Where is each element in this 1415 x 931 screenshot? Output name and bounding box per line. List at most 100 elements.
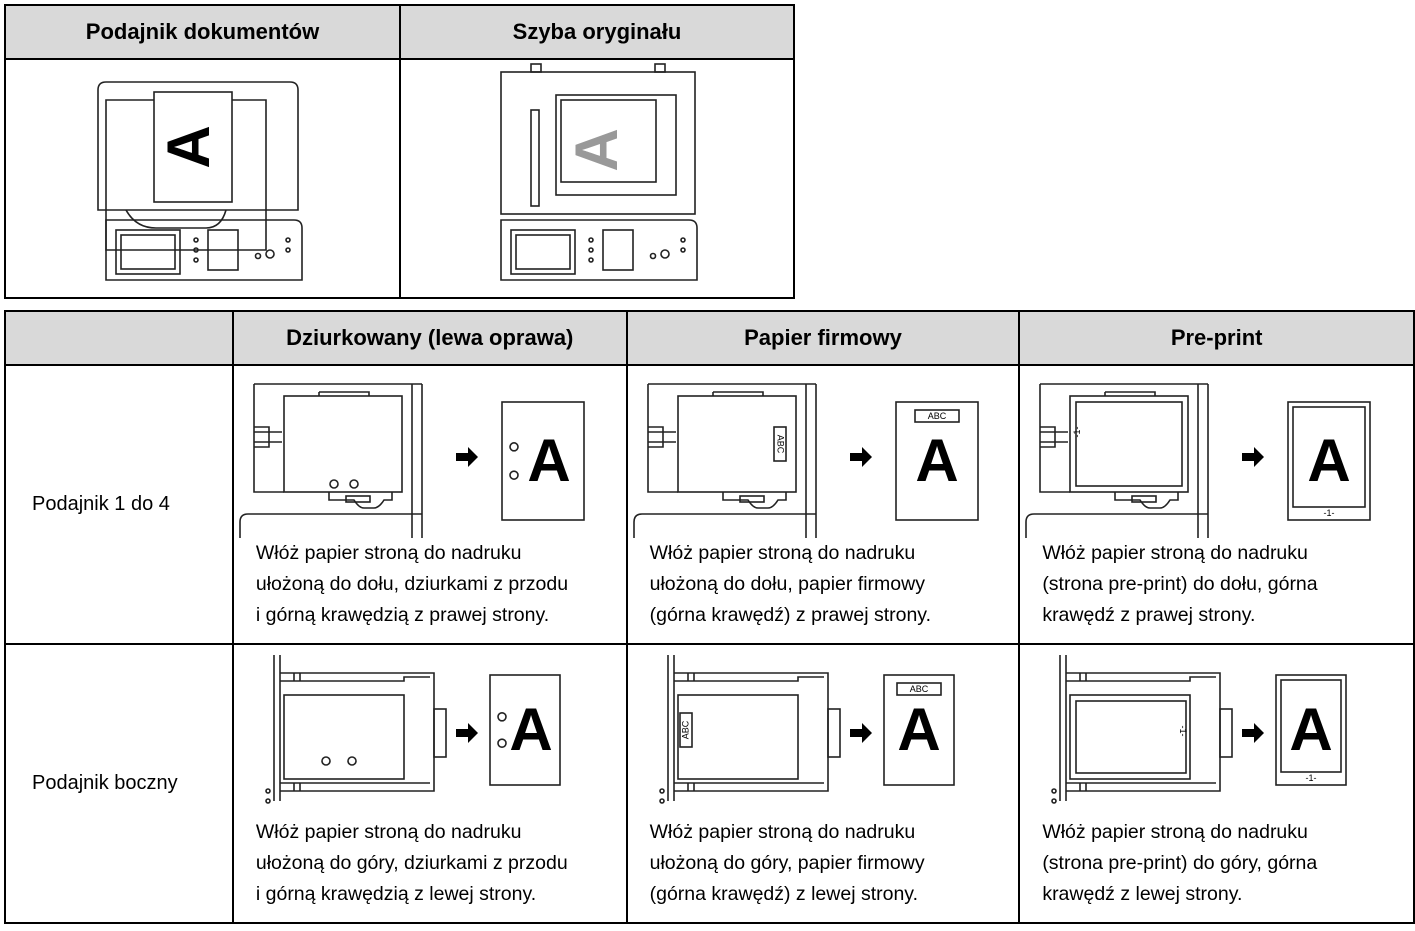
illustration-shape — [588, 257, 594, 263]
illustration-shape — [253, 384, 284, 493]
illustration-shape — [647, 431, 676, 443]
illustration-shape — [658, 788, 665, 794]
illustration-shape — [560, 99, 657, 183]
illustration-shape — [1051, 798, 1058, 804]
illustration-shape — [328, 492, 393, 509]
illustration-shape — [1040, 431, 1069, 443]
instruction-line: Włóż papier stroną do nadruku — [255, 542, 522, 564]
illustration-shape — [265, 249, 275, 259]
illustration-shape — [1075, 401, 1184, 487]
tray-illustration: A — [265, 655, 561, 804]
illustration-shape — [1219, 708, 1234, 758]
illustration-shape — [285, 237, 291, 243]
row-label: Podajnik 1 do 4 — [4, 364, 234, 645]
illustration-shape — [1242, 723, 1265, 743]
illustration-shape — [510, 229, 576, 275]
illustration-shape — [97, 81, 299, 211]
illustration-shape — [588, 237, 594, 243]
illustration-shape — [497, 712, 507, 722]
illustration-shape — [530, 63, 542, 73]
instruction-line: ułożoną do dołu, papier firmowy — [649, 573, 925, 595]
illustration-shape: A — [897, 696, 940, 763]
illustration-shape — [849, 447, 872, 467]
illustration-shape: -1- — [1072, 426, 1082, 437]
image-cell: A — [4, 58, 401, 299]
instruction: Włóż papier stroną do nadruku ułożoną do … — [650, 538, 931, 631]
illustration-shape — [125, 209, 227, 229]
header-cell — [4, 310, 234, 366]
illustration-shape — [253, 431, 282, 443]
illustration-shape — [1025, 513, 1209, 538]
illustration-shape — [721, 492, 787, 509]
originals-table: Podajnik dokumentów Szyba oryginału A A — [4, 4, 795, 299]
instruction: Włóż papier stroną do nadruku ułożoną do … — [256, 538, 568, 631]
instruction-line: Włóż papier stroną do nadruku — [649, 542, 916, 564]
illustration-shape — [680, 237, 686, 243]
illustration-shape — [1066, 676, 1217, 784]
illustration-shape — [711, 391, 764, 396]
illustration-shape — [1275, 674, 1348, 786]
layout-box: A Włóż papier stroną do nadruku ułożoną do… — [234, 366, 626, 643]
tray-illustration: A — [239, 383, 585, 538]
instruction-line: i górną krawędzią z lewej strony. — [255, 883, 537, 905]
illustration-shape — [680, 247, 686, 253]
tray-illustration: -1- -1- A — [1051, 655, 1348, 804]
illustration-shape — [207, 229, 239, 271]
row-label: Podajnik boczny — [4, 643, 234, 924]
instruction-line: (strona pre-print) do dołu, górna — [1042, 573, 1318, 595]
instruction-cell: ABC ABC A Włóż papier stroną do nadruku ułoż… — [625, 643, 1021, 924]
layout-box: Podajnik dokumentów Szyba oryginału A A — [4, 4, 795, 299]
header-cell: Podajnik dokumentów — [4, 4, 401, 60]
instruction-line: krawędź z lewej strony. — [1042, 883, 1243, 905]
illustration-shape — [489, 674, 561, 786]
illustration-shape — [283, 694, 405, 780]
illustration-shape: A — [155, 125, 222, 168]
illustration-shape — [497, 738, 507, 748]
illustration-shape — [530, 109, 540, 207]
illustration-shape — [318, 391, 370, 396]
instruction-cell: ABC ABC A Włóż papier stroną do nadruku ułoż… — [625, 364, 1021, 645]
image-row: A A — [4, 58, 795, 299]
illustration-shape — [347, 756, 357, 766]
illustration-shape — [666, 655, 675, 801]
illustration-shape — [265, 788, 271, 794]
illustration-shape — [1039, 384, 1071, 493]
layout-box: A Włóż papier stroną do nadruku ułożoną do… — [234, 645, 626, 922]
instruction: Włóż papier stroną do nadruku ułożoną do … — [256, 817, 568, 910]
document-feeder-illustration: A — [97, 81, 303, 281]
illustration-shape — [882, 674, 955, 786]
instruction-line: ułożoną do góry, papier firmowy — [649, 852, 925, 874]
illustration-shape — [660, 249, 670, 259]
illustration-shape — [285, 247, 291, 253]
paper-table: Dziurkowany (lewa oprawa) Papier firmowy… — [4, 310, 1415, 924]
illustration-shape — [1242, 447, 1265, 467]
instruction-line: (strona pre-print) do góry, górna — [1042, 852, 1318, 874]
illustration-shape — [646, 384, 678, 493]
illustration-shape: A — [915, 427, 958, 494]
illustration-shape — [913, 409, 960, 423]
illustration-shape — [1131, 495, 1158, 503]
illustration-shape — [1040, 426, 1057, 448]
layout-box: Dziurkowany (lewa oprawa) Papier firmowy… — [4, 310, 1415, 924]
illustration-shape — [647, 383, 817, 538]
header-row: Dziurkowany (lewa oprawa) Papier firmowy… — [4, 310, 1415, 366]
illustration-shape — [602, 229, 634, 271]
illustration-shape — [500, 71, 696, 215]
illustration-shape — [515, 234, 571, 270]
illustration-shape — [253, 426, 270, 448]
header-cell: Pre-print — [1018, 310, 1415, 366]
illustration-shape — [1069, 395, 1190, 493]
illustration-shape: -1- — [1306, 773, 1317, 783]
illustration-shape — [826, 708, 841, 758]
instruction-line: (górna krawędź) z prawej strony. — [649, 604, 932, 626]
illustration-shape — [115, 229, 181, 275]
illustration-shape — [686, 673, 695, 791]
illustration-shape — [349, 479, 359, 489]
illustration-shape — [321, 756, 331, 766]
illustration-shape — [193, 237, 199, 243]
instruction-line: (górna krawędź) z lewej strony. — [649, 883, 919, 905]
header-cell: Papier firmowy — [625, 310, 1021, 366]
illustration-shape — [455, 447, 478, 467]
